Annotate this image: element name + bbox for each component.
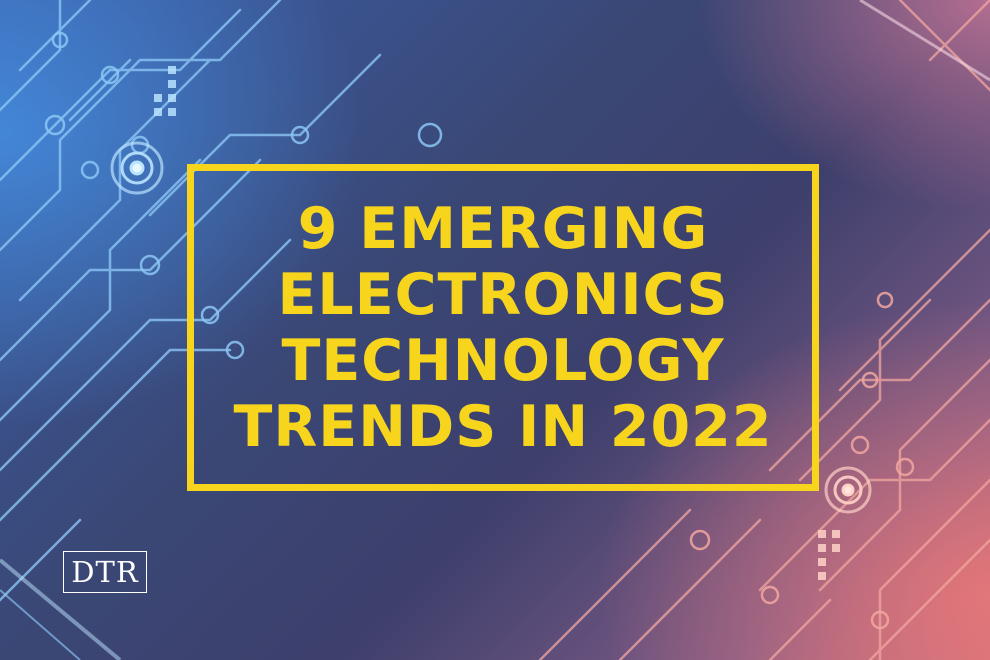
headline-line-2: ELECTRONICS <box>277 262 729 328</box>
headline-line-4: TRENDS IN 2022 <box>233 394 773 460</box>
circuit-target-icon <box>110 141 164 195</box>
headline-line-1: 9 EMERGING <box>297 196 709 262</box>
headline-line-3: TECHNOLOGY <box>281 328 725 394</box>
headline-frame <box>187 164 819 491</box>
dtr-logo: DTR <box>63 551 147 593</box>
headline: 9 EMERGING ELECTRONICS TECHNOLOGY TRENDS… <box>187 196 819 460</box>
